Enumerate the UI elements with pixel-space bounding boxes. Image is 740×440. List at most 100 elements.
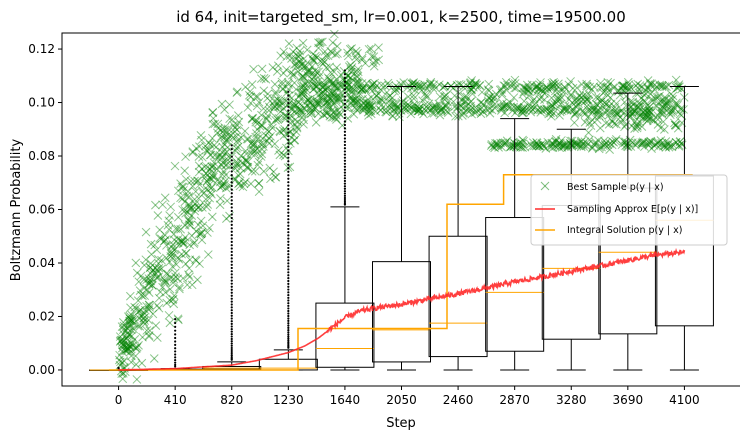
best-sample-point xyxy=(186,220,195,230)
best-sample-point-stroke xyxy=(157,255,166,265)
best-sample-point-stroke xyxy=(136,271,146,281)
best-sample-point xyxy=(146,263,155,272)
best-sample-point-stroke xyxy=(160,230,170,240)
best-sample-point-stroke xyxy=(122,323,132,333)
best-sample-point xyxy=(132,375,142,384)
best-sample-point xyxy=(155,233,165,243)
best-sample-point-stroke xyxy=(204,138,214,147)
best-sample-point-stroke xyxy=(196,131,206,140)
best-sample-point xyxy=(175,282,184,292)
best-sample-point-stroke xyxy=(118,374,128,384)
best-sample-point-stroke xyxy=(115,360,125,370)
best-sample-point-stroke xyxy=(139,313,149,323)
best-sample-point-stroke xyxy=(198,186,207,196)
best-sample-point xyxy=(154,272,163,282)
best-sample-point-stroke xyxy=(187,231,197,241)
best-sample-point-stroke xyxy=(194,194,204,203)
best-sample-point xyxy=(140,291,150,301)
best-sample-point-stroke xyxy=(142,301,151,311)
best-sample-point xyxy=(160,276,170,286)
best-sample-point-stroke xyxy=(173,186,183,196)
best-sample-point xyxy=(205,164,215,174)
best-sample-point xyxy=(191,255,200,265)
best-sample-point xyxy=(204,173,214,183)
best-sample-point-stroke xyxy=(138,291,147,301)
best-sample-point-stroke xyxy=(129,319,139,328)
best-sample-point xyxy=(121,345,130,355)
best-sample-point xyxy=(137,312,146,322)
best-sample-point-stroke xyxy=(144,288,154,297)
best-sample-point-stroke xyxy=(127,331,137,341)
best-sample-point-stroke xyxy=(160,278,170,287)
best-sample-point-stroke xyxy=(127,310,137,320)
best-sample-point-stroke xyxy=(148,309,158,319)
best-sample-point xyxy=(121,334,131,344)
best-sample-point xyxy=(216,194,225,203)
best-sample-point-stroke xyxy=(146,259,156,268)
best-sample-point-stroke xyxy=(188,181,197,191)
best-sample-point-stroke xyxy=(169,229,179,239)
best-sample-point-stroke xyxy=(168,240,178,249)
best-sample-point-stroke xyxy=(207,174,217,184)
best-sample-point xyxy=(241,82,250,92)
best-sample-point-stroke xyxy=(158,200,167,210)
best-sample-point xyxy=(188,147,198,156)
best-sample-point-stroke xyxy=(195,142,204,151)
best-sample-point-stroke xyxy=(173,253,183,262)
best-sample-point xyxy=(152,301,162,310)
best-sample-point-stroke xyxy=(178,239,188,248)
best-sample-point-stroke xyxy=(133,321,143,331)
best-sample-point-stroke xyxy=(148,265,158,275)
best-sample-point xyxy=(154,259,164,268)
best-sample-point-stroke xyxy=(169,274,179,284)
best-sample-point xyxy=(205,193,215,203)
best-sample-point-stroke xyxy=(194,229,204,239)
best-sample-point xyxy=(132,344,141,353)
best-sample-point-stroke xyxy=(121,334,131,344)
best-sample-point-stroke xyxy=(202,185,212,194)
best-sample-point-stroke xyxy=(141,227,151,237)
best-sample-point-stroke xyxy=(142,275,151,285)
best-sample-point-stroke xyxy=(125,321,135,331)
best-sample-point xyxy=(165,284,175,294)
best-sample-point xyxy=(166,202,176,212)
best-sample-point-stroke xyxy=(162,298,172,308)
best-sample-point-stroke xyxy=(178,237,187,247)
best-sample-point xyxy=(202,202,211,212)
best-sample-point xyxy=(181,152,190,162)
best-sample-point-stroke xyxy=(123,328,133,337)
best-sample-point-stroke xyxy=(118,358,127,368)
best-sample-point-stroke xyxy=(130,335,140,344)
best-sample-point-stroke xyxy=(202,202,211,212)
best-sample-point-stroke xyxy=(118,341,128,351)
best-sample-point xyxy=(145,263,155,272)
best-sample-point-stroke xyxy=(205,164,215,174)
best-sample-point-stroke xyxy=(181,248,191,258)
best-sample-point-stroke xyxy=(207,162,217,171)
best-sample-point xyxy=(193,203,203,213)
best-sample-point-stroke xyxy=(152,245,162,255)
best-sample-point xyxy=(193,176,203,186)
best-sample-point xyxy=(181,249,191,258)
best-sample-point-stroke xyxy=(131,351,140,361)
best-sample-point xyxy=(142,275,151,285)
best-sample-point-stroke xyxy=(208,107,218,117)
best-sample-point-stroke xyxy=(160,275,170,285)
best-sample-point xyxy=(173,274,183,284)
best-sample-point-stroke xyxy=(125,311,135,321)
best-sample-point-stroke xyxy=(159,237,169,246)
best-sample-point-stroke xyxy=(130,302,140,312)
best-sample-point-stroke xyxy=(147,267,157,276)
best-sample-point-stroke xyxy=(130,302,140,312)
best-sample-point-stroke xyxy=(131,360,141,369)
best-sample-point xyxy=(259,86,269,96)
best-sample-point xyxy=(186,203,196,213)
best-sample-point-stroke xyxy=(170,244,180,254)
best-sample-point-stroke xyxy=(188,181,197,191)
best-sample-point-stroke xyxy=(145,263,155,272)
best-sample-point-stroke xyxy=(178,273,188,283)
best-sample-point xyxy=(169,299,179,309)
best-sample-point-stroke xyxy=(167,242,176,252)
best-sample-point xyxy=(140,305,150,315)
best-sample-point-stroke xyxy=(135,306,145,315)
